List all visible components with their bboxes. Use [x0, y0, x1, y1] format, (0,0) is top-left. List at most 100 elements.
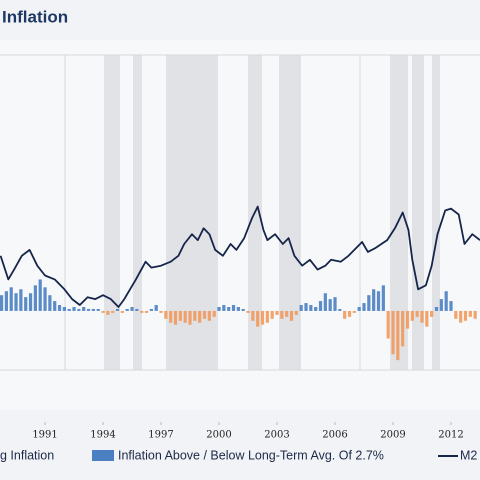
bar — [130, 307, 134, 311]
legend-swatch — [92, 450, 114, 461]
bar — [396, 310, 400, 361]
bar — [19, 289, 23, 311]
bar — [410, 310, 414, 321]
bar — [328, 299, 332, 311]
bar — [236, 307, 240, 311]
bar — [111, 310, 115, 313]
bar — [425, 310, 429, 327]
bar — [289, 310, 294, 321]
shade — [133, 55, 142, 370]
shade — [279, 55, 300, 370]
bar — [159, 310, 163, 313]
bar — [367, 295, 371, 311]
bar — [91, 308, 95, 311]
shade — [432, 55, 440, 370]
bar — [246, 310, 250, 313]
bar — [401, 310, 405, 347]
shade — [412, 55, 424, 370]
bar — [149, 308, 153, 311]
legend-label: Inflation Above / Below Long-Term Avg. O… — [118, 448, 384, 462]
bar — [280, 310, 284, 319]
bar — [444, 291, 448, 311]
bar — [222, 305, 226, 311]
bar — [38, 279, 42, 311]
x-tick-label: 2009 — [380, 430, 405, 441]
bar — [115, 308, 120, 311]
bar — [188, 310, 192, 325]
bar — [420, 310, 424, 323]
bar — [473, 310, 477, 319]
bar — [57, 305, 62, 311]
bar — [212, 310, 216, 317]
bar — [154, 305, 158, 311]
bar — [270, 310, 274, 319]
bar — [318, 301, 323, 311]
bar — [309, 305, 313, 311]
bar — [362, 303, 366, 311]
bar — [193, 310, 197, 321]
bar — [265, 310, 269, 323]
bar — [347, 310, 352, 317]
bar — [227, 307, 231, 311]
bar — [173, 310, 178, 325]
bar — [207, 310, 211, 321]
bar — [183, 310, 187, 323]
bar — [4, 291, 8, 311]
chart-title: Inflation — [2, 7, 68, 26]
bar — [459, 310, 463, 323]
bar — [415, 310, 419, 317]
grid — [0, 54, 480, 371]
bar — [343, 310, 347, 319]
shade — [104, 55, 120, 370]
bar — [333, 297, 337, 311]
bar — [256, 310, 260, 327]
bar — [43, 287, 47, 311]
bar — [285, 310, 289, 317]
bar — [178, 310, 182, 321]
bar — [372, 289, 376, 311]
bar — [381, 285, 385, 311]
bar — [275, 310, 279, 315]
bar — [72, 307, 76, 311]
bar — [62, 307, 66, 311]
bar — [260, 310, 265, 325]
bar — [338, 308, 342, 311]
bar — [391, 310, 395, 355]
bar — [231, 305, 236, 311]
bar — [82, 307, 86, 311]
legend: g Inflation Inflation Above / Below Long… — [0, 448, 477, 462]
bar — [304, 303, 308, 311]
bar — [9, 287, 13, 311]
bar — [140, 310, 144, 313]
bar — [33, 285, 37, 311]
bar — [202, 310, 207, 319]
bar — [314, 307, 318, 311]
bar — [434, 307, 439, 311]
bar — [198, 310, 202, 323]
bar — [96, 308, 100, 311]
bar — [386, 310, 390, 339]
bar — [86, 308, 91, 311]
bar — [357, 307, 361, 311]
bar — [135, 308, 139, 311]
bar — [0, 295, 4, 311]
bar — [14, 293, 18, 311]
bar — [120, 310, 124, 313]
bar — [352, 310, 356, 313]
bar — [463, 310, 468, 321]
x-tick-label: 2000 — [206, 430, 231, 441]
bar — [449, 301, 453, 311]
shade — [390, 55, 408, 370]
bar — [67, 308, 71, 311]
bar — [454, 310, 458, 319]
bar — [439, 299, 443, 311]
bar — [106, 310, 110, 315]
x-tick-label: 1991 — [32, 430, 57, 441]
shade — [166, 55, 218, 370]
x-tick-label: 1997 — [148, 430, 173, 441]
bar — [405, 310, 410, 329]
bar — [53, 301, 57, 311]
bar — [323, 293, 327, 311]
bar — [169, 310, 173, 323]
